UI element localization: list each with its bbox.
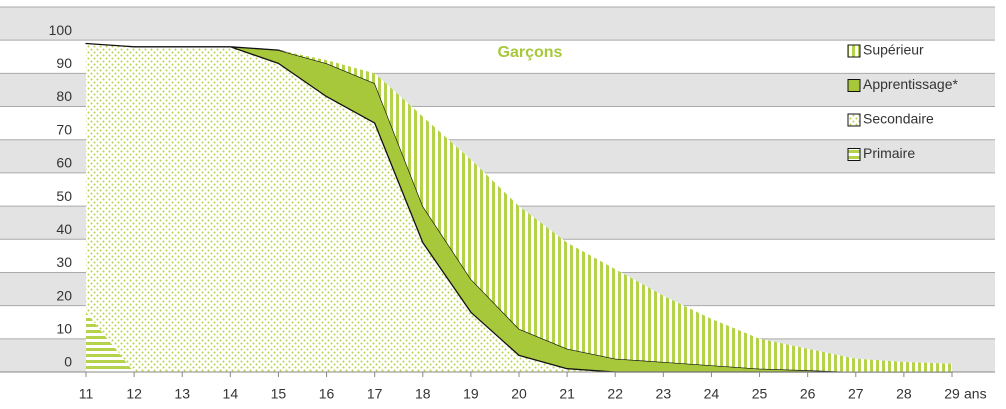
legend-label: Primaire [863,145,915,161]
area [86,43,952,372]
y-tick-label: 10 [56,321,72,337]
area [86,43,952,372]
x-tick-label: 13 [174,386,190,402]
grid-band [0,7,995,41]
x-tick-label: 17 [367,386,383,402]
y-tick-label: 70 [56,121,72,137]
y-tick-label: 20 [56,287,72,303]
x-tick-label: 22 [607,386,623,402]
x-tick-label: 21 [559,386,575,402]
x-tick-label: 11 [79,386,94,402]
x-tick-label: 15 [271,386,287,402]
x-tick-label: 24 [704,386,720,402]
x-tick-label: 12 [126,386,142,402]
legend-swatch [847,79,861,92]
legend-label: Secondaire [863,111,934,127]
y-tick-label: 80 [56,88,72,104]
y-tick-label: 90 [56,55,72,71]
x-tick-label: 26 [800,386,816,402]
x-tick-label: 18 [415,386,431,402]
x-tick-label: 20 [511,386,527,402]
legend-label: Apprentissage* [863,76,959,92]
x-unit: ans [964,386,987,402]
y-tick-label: 0 [64,354,72,370]
x-tick-label: 23 [656,386,672,402]
y-tick-label: 60 [56,155,72,171]
x-tick-label: 25 [752,386,768,402]
y-tick-label: 40 [56,221,72,237]
y-tick-label: 100 [49,22,73,38]
legend-label: Supérieur [863,42,924,58]
x-tick-label: 19 [463,386,479,402]
legend-swatch [847,113,861,127]
legend-swatch [847,148,861,161]
x-tick-label: 28 [896,386,912,402]
legend-swatch [847,44,861,58]
x-tick-label: 16 [319,386,335,402]
y-tick-label: 50 [56,188,72,204]
x-tick-label: 27 [848,386,864,402]
chart-title: Garçons [498,44,563,61]
y-tick-label: 30 [56,254,72,270]
x-tick-label: 29 [944,386,960,402]
x-tick-label: 14 [223,386,239,402]
